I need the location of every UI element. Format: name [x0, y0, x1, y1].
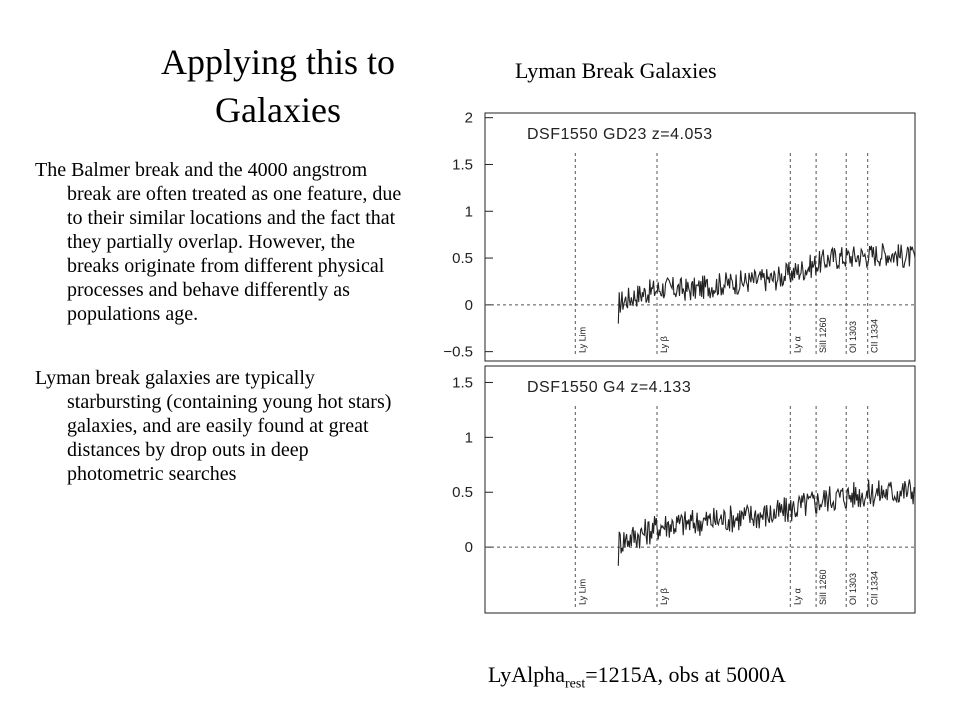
- spectrum-series-line: [617, 479, 916, 566]
- panel-frame-1: [484, 112, 916, 362]
- y-tick-label: 0.5: [452, 484, 473, 501]
- spectral-line-label: CII 1334: [870, 319, 880, 353]
- spectral-line-label: Ly β: [659, 588, 669, 605]
- spectral-line-label: OI 1303: [848, 321, 858, 353]
- y-tick-label: 1: [465, 429, 473, 446]
- body-text: The Balmer break and the 4000 angstrom b…: [35, 158, 405, 486]
- y-tick-label: 1: [465, 203, 473, 220]
- spectra-plot: 2 1.5 1 0.5 0 −0.5 DSF1550 GD23 z=4.053 Ly Lim L…: [443, 110, 916, 614]
- paragraph-lyman-break: Lyman break galaxies are typically starb…: [35, 367, 392, 485]
- y-tick-label: 2: [465, 110, 473, 127]
- caption-subscript: rest: [565, 676, 586, 692]
- y-tick-label: 0: [465, 539, 473, 556]
- y-tick-label: 1.5: [452, 156, 473, 173]
- spectral-line-label: Ly α: [792, 588, 802, 605]
- spectral-line-label: Ly Lim: [577, 327, 587, 353]
- spectral-line-label: SiII 1260: [818, 569, 828, 605]
- spectral-line-label: Ly α: [792, 336, 802, 353]
- y-tick-label: 1.5: [452, 374, 473, 391]
- y-tick-label: −0.5: [443, 344, 473, 361]
- figure-caption: Lyman Break Galaxies: [515, 58, 717, 83]
- panel-label: DSF1550 GD23 z=4.053: [527, 126, 713, 143]
- paragraph-balmer-break: The Balmer break and the 4000 angstrom b…: [35, 159, 402, 325]
- y-tick-label: 0.5: [452, 250, 473, 267]
- spectral-line-label: Ly β: [659, 336, 669, 353]
- slide-title: Applying this to Galaxies: [118, 38, 438, 134]
- spectral-line-label: Ly Lim: [577, 579, 587, 605]
- spectral-line-label: SiII 1260: [818, 317, 828, 353]
- caption-main: LyAlpha: [488, 662, 565, 687]
- spectral-line-label: CII 1334: [870, 571, 880, 605]
- y-tick-label: 0: [465, 297, 473, 314]
- panel-label: DSF1550 G4 z=4.133: [527, 379, 691, 396]
- lyalpha-caption: LyAlpharest=1215A, obs at 5000A: [488, 662, 786, 692]
- spectra-figure: 2 1.5 1 0.5 0 −0.5 DSF1550 GD23 z=4.053 Ly Lim L…: [425, 103, 935, 618]
- spectral-line-label: OI 1303: [848, 573, 858, 605]
- spectrum-series-line: [617, 243, 916, 324]
- title-line-1: Applying this to: [160, 42, 396, 82]
- caption-tail: =1215A, obs at 5000A: [585, 662, 786, 687]
- title-line-2: Galaxies: [215, 90, 341, 130]
